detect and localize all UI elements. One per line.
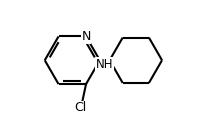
Text: Cl: Cl [75,101,87,114]
Text: N: N [81,30,91,43]
Text: NH: NH [96,58,113,71]
